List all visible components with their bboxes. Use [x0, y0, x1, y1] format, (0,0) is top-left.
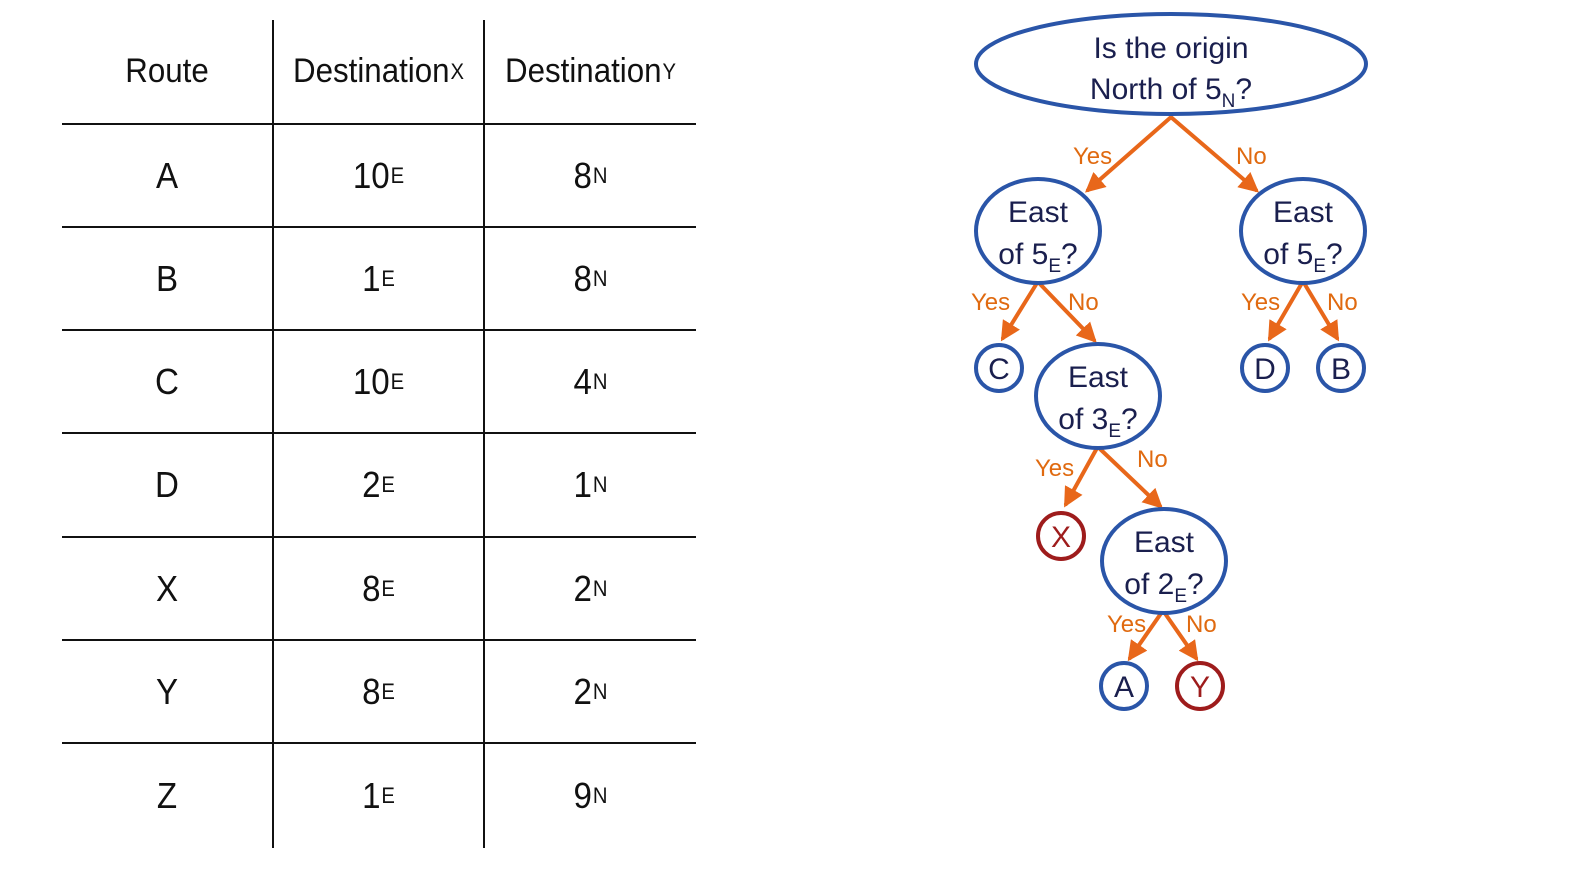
edge-label-yes: Yes — [1073, 143, 1112, 170]
leaf-node-b: B — [1318, 345, 1364, 391]
table-row-route: X — [70, 538, 263, 639]
svg-text:East: East — [1008, 196, 1069, 229]
svg-text:D: D — [1254, 353, 1276, 386]
edge-three-yes — [1066, 448, 1097, 504]
svg-text:A: A — [1114, 671, 1134, 704]
root-question-node: Is the origin North of 5N? — [976, 14, 1366, 114]
question-node-east-of-2: East of 2E? — [1102, 509, 1226, 613]
edge-label-no: No — [1068, 289, 1099, 316]
edge-label-yes: Yes — [1035, 455, 1074, 482]
table-row-dest-x: 10 E — [282, 125, 474, 226]
question-node-east-of-5-right: East of 5E? — [1241, 179, 1365, 283]
table-row-dest-x: 10 E — [282, 331, 474, 432]
edge-label-no: No — [1137, 446, 1168, 473]
svg-text:East: East — [1068, 361, 1129, 394]
svg-text:East: East — [1134, 526, 1195, 559]
edge-two-yes — [1130, 612, 1162, 658]
header-destination-x: Destination X — [282, 20, 474, 123]
svg-text:X: X — [1051, 521, 1071, 554]
table-row-route: B — [70, 228, 263, 329]
question-node-east-of-5-left: East of 5E? — [976, 179, 1100, 283]
table-row-route: C — [70, 331, 263, 432]
question-node-east-of-3: East of 3E? — [1036, 344, 1160, 448]
svg-text:North of 5N?: North of 5N? — [1090, 73, 1252, 112]
leaf-node-d: D — [1242, 345, 1288, 391]
svg-text:of 3E?: of 3E? — [1058, 403, 1137, 442]
edge-left-yes — [1003, 283, 1037, 338]
edge-left-no — [1039, 283, 1094, 340]
svg-text:East: East — [1273, 196, 1334, 229]
svg-text:B: B — [1331, 353, 1351, 386]
edge-root-no — [1172, 118, 1256, 190]
edge-label-no: No — [1186, 611, 1217, 638]
leaf-node-a: A — [1101, 663, 1147, 709]
edge-label-yes: Yes — [1107, 611, 1146, 638]
svg-text:of 5E?: of 5E? — [1263, 238, 1342, 277]
table-row-route: Y — [70, 641, 263, 742]
table-row-route: Z — [70, 744, 263, 848]
edge-three-no — [1099, 448, 1160, 506]
column-divider — [272, 20, 274, 848]
edge-two-no — [1164, 612, 1196, 658]
edge-right-yes — [1270, 283, 1302, 338]
table-row-route: D — [70, 434, 263, 536]
table-row-route: A — [70, 125, 263, 226]
svg-text:Is the origin: Is the origin — [1093, 32, 1248, 65]
edge-root-yes — [1088, 118, 1170, 190]
edge-label-no: No — [1327, 289, 1358, 316]
leaf-node-x: X — [1038, 513, 1084, 559]
edge-right-no — [1304, 283, 1337, 338]
edge-label-no: No — [1236, 143, 1267, 170]
header-destination-y: Destination Y — [493, 20, 687, 123]
leaf-node-y: Y — [1177, 663, 1223, 709]
column-divider — [483, 20, 485, 848]
edge-label-yes: Yes — [1241, 289, 1280, 316]
svg-text:of 5E?: of 5E? — [998, 238, 1077, 277]
edge-label-yes: Yes — [971, 289, 1010, 316]
leaf-node-c: C — [976, 345, 1022, 391]
svg-text:of 2E?: of 2E? — [1124, 568, 1203, 607]
svg-text:C: C — [988, 353, 1010, 386]
svg-text:Y: Y — [1190, 671, 1210, 704]
header-route: Route — [70, 20, 263, 123]
